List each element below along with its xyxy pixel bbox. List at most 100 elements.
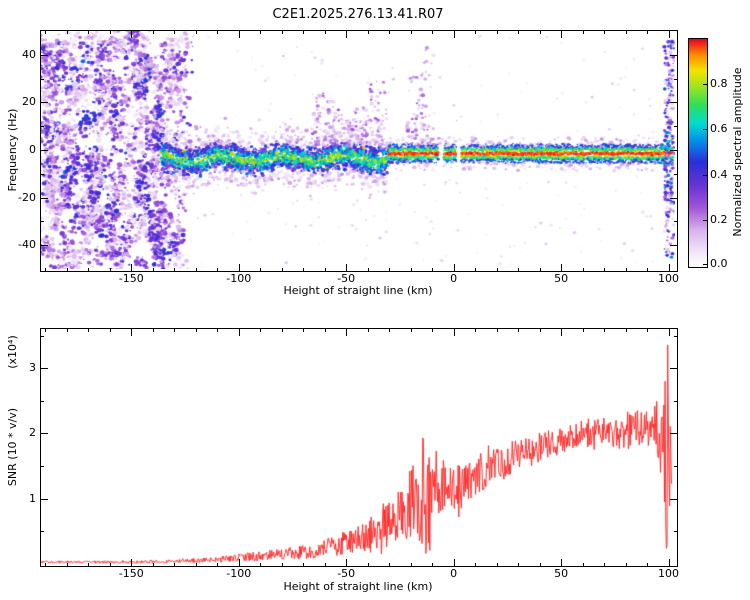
x-tick-mark [45, 31, 46, 34]
x-tick-mark [88, 329, 89, 332]
x-tick-mark [325, 329, 326, 332]
x-tick-mark [303, 329, 304, 332]
y-tick-mark [670, 55, 677, 56]
snr-x-axis-label: Height of straight line (km) [283, 580, 433, 593]
x-tick-mark [497, 563, 498, 566]
y-tick-mark [41, 174, 44, 175]
x-tick-mark [389, 329, 390, 332]
x-tick-mark [303, 563, 304, 566]
x-tick-mark [583, 329, 584, 332]
x-tick-label: -50 [337, 272, 356, 285]
x-tick-mark [604, 329, 605, 332]
y-tick-mark [670, 368, 677, 369]
x-tick-mark [368, 268, 369, 271]
x-tick-mark [604, 563, 605, 566]
x-tick-mark [561, 559, 562, 566]
x-tick-mark [325, 31, 326, 34]
x-tick-mark [239, 264, 240, 271]
x-tick-mark [45, 329, 46, 332]
x-tick-mark [454, 559, 455, 566]
y-tick-label: -40 [18, 238, 36, 252]
x-tick-mark [196, 31, 197, 34]
x-tick-mark [282, 563, 283, 566]
x-tick-mark [45, 268, 46, 271]
y-tick-mark [674, 174, 677, 175]
y-tick-mark [674, 466, 677, 467]
x-tick-mark [346, 559, 347, 566]
x-tick-mark [174, 563, 175, 566]
y-tick-mark [41, 126, 44, 127]
x-tick-mark [217, 563, 218, 566]
spectrogram-x-axis-label: Height of straight line (km) [283, 284, 433, 297]
x-tick-mark [239, 329, 240, 336]
colorbar-tick-mark [703, 175, 707, 176]
x-tick-mark [561, 329, 562, 336]
y-tick-mark [41, 336, 44, 337]
x-tick-mark [110, 329, 111, 332]
spectrogram-canvas [41, 31, 675, 269]
y-tick-mark [670, 245, 677, 246]
x-tick-mark [540, 268, 541, 271]
x-tick-mark [153, 563, 154, 566]
colorbar-tick-label: 0.8 [710, 77, 728, 90]
x-tick-mark [282, 31, 283, 34]
x-tick-mark [647, 268, 648, 271]
y-tick-mark [41, 245, 48, 246]
x-tick-label: 100 [658, 567, 680, 580]
x-tick-mark [110, 268, 111, 271]
y-tick-mark [670, 198, 677, 199]
x-tick-mark [411, 31, 412, 34]
snr-canvas [41, 329, 675, 564]
x-tick-mark [239, 559, 240, 566]
x-tick-label: -150 [118, 272, 144, 285]
y-tick-mark [41, 499, 48, 500]
x-tick-mark [626, 563, 627, 566]
x-tick-mark [368, 329, 369, 332]
y-tick-mark [670, 433, 677, 434]
colorbar-tick-mark [703, 220, 707, 221]
y-tick-mark [674, 126, 677, 127]
x-tick-mark [174, 329, 175, 332]
x-tick-mark [88, 268, 89, 271]
y-tick-label: 2 [29, 426, 36, 440]
x-tick-mark [454, 31, 455, 38]
x-tick-mark [411, 329, 412, 332]
x-tick-mark [67, 563, 68, 566]
colorbar-label: Normalized spectral amplitude [731, 67, 744, 237]
x-tick-mark [432, 268, 433, 271]
x-tick-mark [174, 268, 175, 271]
snr-panel [40, 328, 678, 567]
y-tick-mark [674, 79, 677, 80]
x-tick-mark [583, 31, 584, 34]
x-tick-mark [540, 31, 541, 34]
x-tick-mark [153, 31, 154, 34]
y-tick-mark [41, 198, 48, 199]
x-tick-mark [432, 329, 433, 332]
x-tick-mark [196, 563, 197, 566]
x-tick-mark [432, 563, 433, 566]
x-tick-mark [88, 563, 89, 566]
y-tick-mark [41, 221, 44, 222]
x-tick-mark [389, 563, 390, 566]
y-tick-label: 20 [22, 95, 36, 109]
x-tick-mark [303, 268, 304, 271]
y-tick-mark [670, 102, 677, 103]
x-tick-label: -100 [226, 272, 252, 285]
x-tick-label: -150 [118, 567, 144, 580]
x-tick-mark [153, 268, 154, 271]
x-tick-mark [583, 268, 584, 271]
colorbar-tick-mark [703, 129, 707, 130]
x-tick-mark [626, 329, 627, 332]
x-tick-mark [518, 563, 519, 566]
x-tick-mark [647, 329, 648, 332]
x-tick-mark [217, 31, 218, 34]
x-tick-mark [346, 264, 347, 271]
colorbar-tick-label: 0.6 [710, 122, 728, 135]
x-tick-mark [368, 31, 369, 34]
colorbar-tick-label: 0.2 [710, 213, 728, 226]
x-tick-label: 100 [658, 272, 680, 285]
x-tick-mark [411, 563, 412, 566]
y-tick-mark [670, 150, 677, 151]
y-tick-mark [41, 102, 48, 103]
x-tick-mark [669, 329, 670, 336]
